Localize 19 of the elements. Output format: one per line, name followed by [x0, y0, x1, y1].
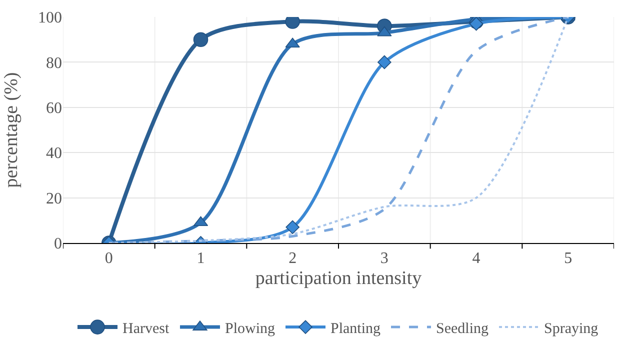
y-axis-title: percentage (%): [0, 72, 22, 188]
x-tick-label: 3: [380, 250, 388, 268]
legend-label: Seedling: [436, 320, 489, 337]
y-tick-label: 80: [46, 54, 62, 72]
y-tick-label: 100: [38, 10, 62, 27]
y-tick-label: 0: [54, 236, 62, 253]
x-tick-label: 4: [472, 250, 480, 268]
legend-label: Spraying: [544, 320, 599, 337]
legend-label: Harvest: [122, 320, 170, 337]
y-tick-label: 40: [46, 145, 62, 162]
x-tick-label: 1: [196, 250, 205, 268]
y-tick-label: 20: [46, 190, 62, 208]
y-tick-label: 60: [46, 100, 62, 117]
x-tick-label: 5: [564, 250, 572, 268]
legend-label: Plowing: [224, 320, 276, 337]
x-axis-title: participation intensity: [255, 268, 422, 289]
legend-label: Planting: [330, 320, 381, 337]
x-tick-label: 2: [288, 250, 297, 268]
x-tick-label: 0: [104, 250, 113, 268]
